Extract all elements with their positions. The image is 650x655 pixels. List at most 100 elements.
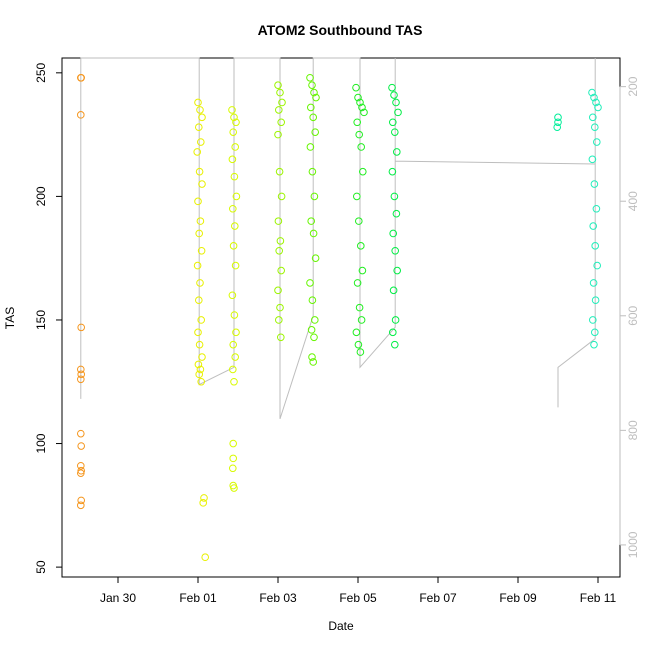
point: [389, 118, 397, 127]
y2-tick-label: 1000: [626, 531, 640, 558]
point: [353, 192, 361, 201]
point: [590, 180, 599, 188]
point: [229, 128, 237, 136]
x-axis-label: Date: [328, 619, 354, 633]
point: [274, 130, 282, 139]
point: [355, 217, 363, 225]
point: [197, 138, 205, 146]
point: [77, 501, 85, 510]
point: [275, 316, 283, 324]
point: [77, 496, 85, 505]
point: [591, 242, 600, 250]
point: [196, 217, 205, 225]
point: [392, 209, 401, 218]
point: [391, 246, 400, 255]
y-tick-label: 100: [34, 433, 48, 453]
point: [311, 254, 320, 262]
plot-frame: [61, 57, 621, 578]
point: [358, 103, 366, 112]
point: [352, 83, 360, 92]
y2-tick-label: 400: [626, 191, 640, 211]
point: [77, 469, 85, 478]
point: [277, 118, 286, 127]
point: [231, 222, 239, 230]
point: [197, 316, 205, 324]
x-tick-label: Feb 07: [419, 591, 457, 605]
point: [195, 123, 203, 131]
point: [593, 138, 601, 146]
point: [275, 246, 284, 255]
point: [274, 81, 282, 89]
point: [307, 217, 316, 225]
point: [199, 499, 207, 507]
point: [591, 296, 600, 305]
y-tick-label: 50: [34, 560, 48, 574]
point: [357, 316, 366, 324]
point: [554, 118, 562, 127]
point: [306, 143, 315, 151]
point: [230, 172, 239, 181]
point: [77, 375, 85, 384]
point: [390, 192, 399, 201]
point: [592, 98, 600, 107]
point: [391, 128, 399, 136]
point: [230, 113, 238, 122]
point: [308, 167, 317, 176]
point: [232, 192, 241, 201]
point: [232, 118, 240, 127]
point: [394, 108, 402, 117]
y2-tick-label: 800: [626, 420, 640, 440]
point: [229, 242, 238, 250]
point: [228, 155, 237, 164]
point: [194, 360, 203, 369]
point: [231, 261, 240, 270]
point: [309, 113, 318, 122]
y-tick-label: 150: [34, 310, 48, 330]
y-tick-label: 200: [34, 186, 48, 206]
point: [228, 106, 236, 114]
point: [389, 286, 398, 295]
point: [201, 553, 209, 562]
point: [307, 103, 315, 112]
point: [588, 155, 597, 164]
point: [354, 93, 362, 102]
point: [77, 461, 85, 470]
point: [195, 167, 204, 176]
point: [391, 316, 400, 324]
point: [308, 353, 316, 361]
point: [229, 365, 237, 374]
point: [231, 143, 239, 151]
point: [593, 261, 602, 270]
point: [274, 286, 282, 295]
point: [230, 377, 238, 386]
point: [77, 365, 85, 374]
point: [393, 148, 401, 156]
point: [276, 237, 285, 245]
point: [389, 229, 398, 238]
point: [196, 279, 204, 287]
point: [196, 106, 204, 114]
point: [589, 279, 598, 287]
point: [589, 113, 597, 122]
point: [355, 130, 364, 139]
point: [388, 83, 396, 92]
point: [360, 108, 368, 117]
point: [391, 340, 399, 349]
point: [77, 466, 85, 475]
point: [194, 197, 202, 206]
point: [592, 204, 601, 213]
point: [591, 123, 599, 131]
point: [310, 88, 318, 97]
point: [310, 192, 319, 201]
point: [198, 113, 206, 122]
point: [589, 316, 597, 324]
point: [308, 81, 316, 89]
point: [354, 340, 363, 349]
point: [194, 328, 202, 337]
point: [275, 106, 283, 114]
x-tick-label: Feb 09: [499, 591, 537, 605]
point: [195, 340, 204, 349]
point: [77, 442, 85, 450]
point: [276, 303, 284, 312]
y2-tick-label: 200: [626, 76, 640, 96]
